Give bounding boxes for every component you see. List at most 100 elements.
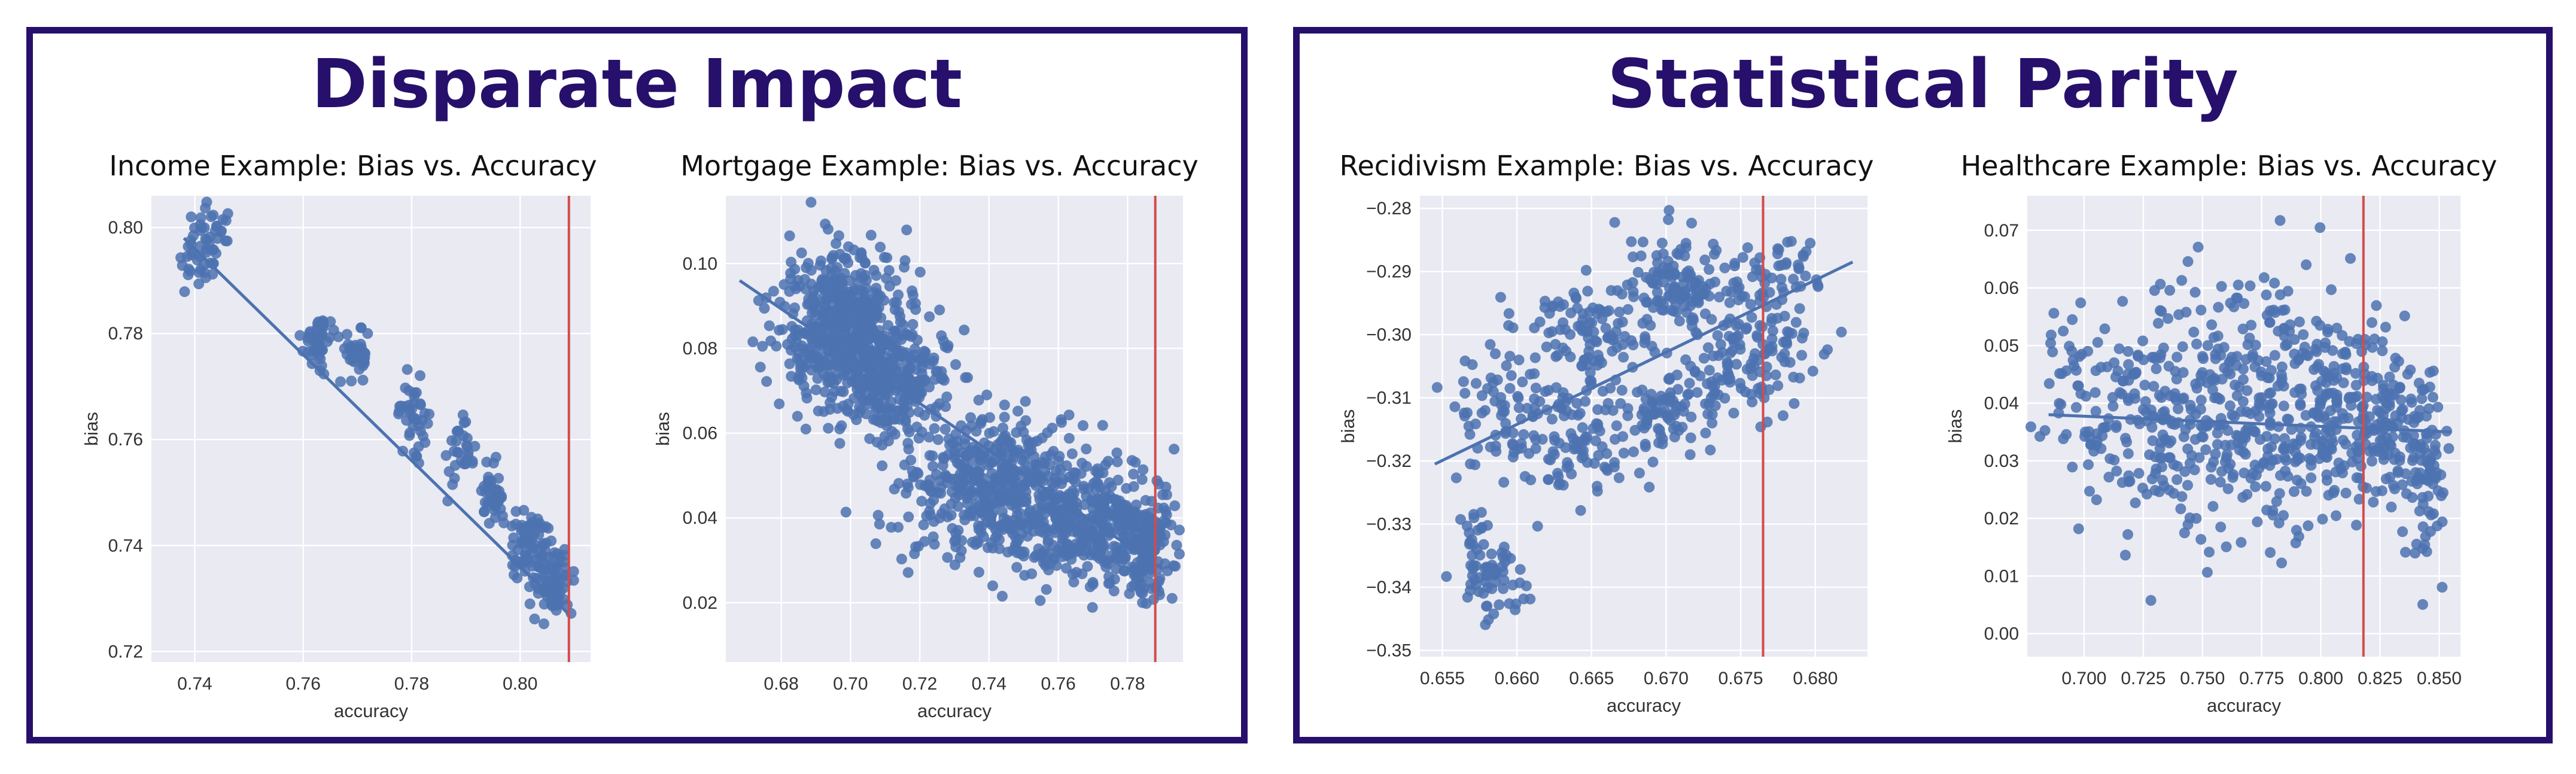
data-point [2369, 333, 2380, 345]
data-point [2184, 512, 2195, 524]
data-point [2118, 375, 2129, 387]
data-point [869, 350, 880, 362]
data-point [1610, 433, 1620, 445]
x-tick-label: 0.80 [503, 674, 537, 694]
data-point [2269, 433, 2280, 445]
data-point [2250, 469, 2262, 481]
data-point [2151, 363, 2162, 374]
data-point [1076, 457, 1088, 469]
data-point [1770, 369, 1781, 381]
data-point [2389, 454, 2400, 465]
data-point [2171, 351, 2183, 363]
data-point [1580, 435, 1591, 447]
data-point [1118, 565, 1130, 576]
data-point [980, 497, 991, 508]
data-point [875, 312, 887, 323]
data-point [1618, 447, 1629, 459]
data-point [2132, 415, 2143, 426]
data-point [2417, 499, 2429, 509]
data-point [401, 415, 412, 426]
data-point [2400, 547, 2411, 558]
data-point [1463, 421, 1474, 432]
data-point [2252, 516, 2263, 527]
data-point [2249, 361, 2261, 372]
y-tick-label: 0.02 [1984, 509, 2019, 529]
data-point [2173, 309, 2185, 320]
data-point [1714, 292, 1725, 303]
data-point [2290, 538, 2301, 548]
data-point [2212, 330, 2224, 342]
data-point [1683, 388, 1695, 400]
y-tick-label: −0.29 [1366, 262, 1412, 282]
data-point [2084, 485, 2095, 497]
data-point [1103, 571, 1115, 582]
data-point [2416, 393, 2428, 404]
data-point [1132, 557, 1143, 568]
regression-line [738, 279, 1163, 570]
data-point [1036, 432, 1048, 444]
data-point [2083, 459, 2094, 471]
data-point [1715, 339, 1726, 350]
data-point [888, 326, 899, 337]
data-point [2133, 350, 2143, 361]
data-point [2327, 345, 2338, 356]
data-point [2421, 433, 2432, 444]
data-point [1700, 283, 1711, 295]
data-point [1593, 450, 1604, 461]
data-point [1646, 388, 1657, 400]
data-point [899, 262, 910, 273]
data-point [529, 614, 540, 624]
data-point [881, 352, 893, 363]
data-point [2043, 378, 2055, 389]
data-point [2244, 332, 2255, 344]
data-point [294, 330, 306, 341]
y-tick-label: 0.10 [683, 254, 717, 274]
data-point [2262, 372, 2273, 383]
data-point [2279, 323, 2289, 334]
data-point [761, 376, 773, 387]
data-point [1513, 402, 1525, 414]
data-point [1675, 244, 1686, 255]
data-point [843, 406, 854, 417]
data-point [1485, 339, 1496, 350]
data-point [1812, 280, 1823, 290]
data-point [2150, 353, 2161, 365]
data-point [2398, 432, 2409, 443]
data-point [2101, 421, 2112, 433]
data-point [2072, 380, 2084, 391]
y-tick-label: −0.31 [1366, 388, 1412, 408]
data-point [908, 471, 920, 482]
data-point [1476, 390, 1488, 401]
data-point [1057, 551, 1069, 562]
data-point [2144, 449, 2155, 460]
data-point [1160, 506, 1172, 517]
data-point [2239, 298, 2250, 309]
data-point [929, 423, 940, 434]
data-point [2396, 405, 2407, 417]
data-point [424, 408, 435, 420]
data-point [2377, 345, 2388, 356]
data-point [1006, 499, 1017, 511]
chart-title: Recidivism Example: Bias vs. Accuracy [1339, 150, 1874, 182]
data-point [2304, 453, 2315, 464]
data-point [2151, 463, 2162, 475]
data-point [801, 262, 812, 274]
data-point [1488, 386, 1499, 397]
data-point [2149, 485, 2161, 496]
data-point [2166, 435, 2177, 447]
data-point [415, 398, 426, 409]
data-point [2310, 380, 2321, 391]
y-tick-label: 0.06 [683, 424, 717, 444]
data-point [2269, 350, 2280, 361]
data-point [1112, 456, 1123, 468]
data-point [2156, 392, 2167, 403]
data-point [806, 365, 817, 376]
data-point [2274, 488, 2285, 499]
data-point [483, 472, 494, 482]
data-point [2109, 454, 2120, 466]
data-point [984, 427, 995, 439]
data-point [2289, 334, 2300, 345]
y-tick-label: 0.72 [108, 642, 143, 661]
data-point [871, 270, 882, 281]
x-tick-label: 0.76 [1041, 674, 1075, 694]
